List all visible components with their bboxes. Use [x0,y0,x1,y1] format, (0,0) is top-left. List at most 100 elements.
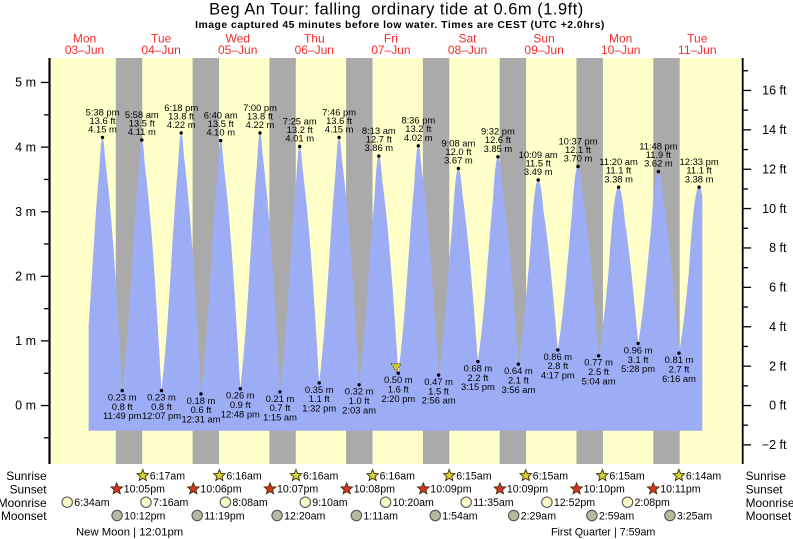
svg-text:Mon: Mon [73,32,96,46]
svg-text:Thu: Thu [304,32,325,46]
svg-text:1.1 ft: 1.1 ft [309,393,330,404]
svg-text:6:16am: 6:16am [303,470,339,482]
svg-text:10–Jun: 10–Jun [601,43,640,57]
svg-text:10:20am: 10:20am [393,497,434,509]
svg-text:2.2 ft: 2.2 ft [467,372,488,383]
svg-text:12.1 ft: 12.1 ft [565,144,591,155]
svg-text:3.38 m: 3.38 m [685,173,714,184]
svg-text:07–Jun: 07–Jun [371,43,410,57]
svg-text:0.50 m: 0.50 m [384,374,413,385]
svg-text:10:12pm: 10:12pm [124,510,165,522]
svg-text:4.22 m: 4.22 m [246,119,275,130]
svg-text:3.86 m: 3.86 m [364,142,393,153]
svg-text:5:04 am: 5:04 am [582,375,616,386]
svg-text:Sunrise: Sunrise [6,469,47,483]
svg-text:1.6 ft: 1.6 ft [388,384,409,395]
svg-text:11:20 am: 11:20 am [599,156,638,167]
svg-text:4.11 m: 4.11 m [128,126,156,137]
svg-text:0.23 m: 0.23 m [108,392,137,403]
svg-text:6:15am: 6:15am [533,470,569,482]
svg-text:0.77 m: 0.77 m [584,357,613,368]
svg-text:2 m: 2 m [15,270,36,284]
svg-text:Sat: Sat [458,32,477,46]
svg-text:0.8 ft: 0.8 ft [151,401,172,412]
svg-text:10:09pm: 10:09pm [507,484,548,496]
svg-text:2:56 am: 2:56 am [422,395,456,406]
svg-text:Sunrise: Sunrise [746,469,787,483]
svg-text:0.21 m: 0.21 m [266,393,295,404]
svg-text:6:16am: 6:16am [226,470,262,482]
svg-text:1.5 ft: 1.5 ft [428,385,449,396]
svg-text:6:18 pm: 6:18 pm [164,102,198,113]
svg-text:0.68 m: 0.68 m [464,363,493,374]
svg-text:11.1 ft: 11.1 ft [686,165,712,176]
svg-text:Beg An Tour: falling ordinary: Beg An Tour: falling ordinary tide at 0.… [209,1,584,19]
svg-text:0 ft: 0 ft [769,399,787,413]
svg-text:3.62 m: 3.62 m [644,158,673,169]
svg-text:4.01 m: 4.01 m [285,133,314,144]
svg-text:−2 ft: −2 ft [762,438,787,452]
svg-text:4.10 m: 4.10 m [206,127,235,138]
svg-text:12 ft: 12 ft [762,162,787,176]
svg-text:4 m: 4 m [15,140,36,154]
svg-text:Moonset: Moonset [746,509,792,523]
svg-text:3.1 ft: 3.1 ft [628,354,649,365]
svg-text:2:03 am: 2:03 am [342,404,376,415]
svg-text:12.7 ft: 12.7 ft [366,134,392,145]
svg-text:12:07 pm: 12:07 pm [142,410,181,421]
svg-text:1:15 am: 1:15 am [263,412,297,423]
svg-text:1.0 ft: 1.0 ft [349,395,370,406]
svg-text:10:09 am: 10:09 am [519,149,558,160]
svg-text:5:58 am: 5:58 am [125,109,159,120]
svg-text:10:09pm: 10:09pm [430,484,471,496]
svg-text:7:00 pm: 7:00 pm [243,102,277,113]
svg-text:10:10pm: 10:10pm [584,484,625,496]
svg-text:10:11pm: 10:11pm [660,484,701,496]
svg-text:4.15 m: 4.15 m [88,124,117,135]
svg-text:0.47 m: 0.47 m [424,376,453,387]
svg-text:14 ft: 14 ft [762,123,787,137]
svg-text:4.02 m: 4.02 m [404,132,433,143]
svg-text:0.81 m: 0.81 m [665,354,694,365]
svg-text:0.7 ft: 0.7 ft [270,402,291,413]
svg-text:10:08pm: 10:08pm [354,484,395,496]
svg-text:08–Jun: 08–Jun [448,43,487,57]
svg-text:2:29am: 2:29am [521,510,557,522]
svg-text:3.67 m: 3.67 m [444,155,473,166]
svg-text:04–Jun: 04–Jun [141,43,180,57]
svg-text:6:16am: 6:16am [380,470,416,482]
svg-text:6:40 am: 6:40 am [204,110,238,121]
svg-text:0.64 m: 0.64 m [504,365,533,376]
svg-text:9:10am: 9:10am [312,497,348,509]
svg-text:13.2 ft: 13.2 ft [287,124,313,135]
svg-text:0.86 m: 0.86 m [543,351,572,362]
svg-text:12:31 am: 12:31 am [181,414,220,425]
svg-text:2.5 ft: 2.5 ft [588,366,609,377]
svg-text:0.35 m: 0.35 m [305,384,334,395]
svg-text:Sun: Sun [533,32,554,46]
svg-text:11:19pm: 11:19pm [204,510,245,522]
svg-text:3:15 pm: 3:15 pm [461,381,495,392]
svg-text:12.0 ft: 12.0 ft [445,146,471,157]
svg-text:Sunset: Sunset [10,483,48,497]
svg-text:10:05pm: 10:05pm [124,484,165,496]
svg-text:3.38 m: 3.38 m [604,173,633,184]
svg-text:7:25 am: 7:25 am [283,115,317,126]
svg-text:10:07pm: 10:07pm [277,484,318,496]
svg-text:12:33 pm: 12:33 pm [680,156,719,167]
svg-text:1:54am: 1:54am [442,510,478,522]
svg-text:7:46 pm: 7:46 pm [322,106,356,117]
svg-text:13.6 ft: 13.6 ft [89,115,115,126]
svg-text:3.49 m: 3.49 m [524,166,553,177]
svg-text:11.9 ft: 11.9 ft [646,149,672,160]
svg-text:0.18 m: 0.18 m [187,395,216,406]
svg-text:2 ft: 2 ft [769,359,787,373]
svg-text:8 ft: 8 ft [769,241,787,255]
svg-text:First Quarter | 7:59am: First Quarter | 7:59am [551,526,655,538]
svg-text:2.8 ft: 2.8 ft [547,360,568,371]
svg-text:11.1 ft: 11.1 ft [606,165,632,176]
svg-text:5:28 pm: 5:28 pm [621,363,655,374]
svg-text:2:59am: 2:59am [599,510,635,522]
svg-text:10 ft: 10 ft [762,202,787,216]
svg-text:1 m: 1 m [15,334,36,348]
